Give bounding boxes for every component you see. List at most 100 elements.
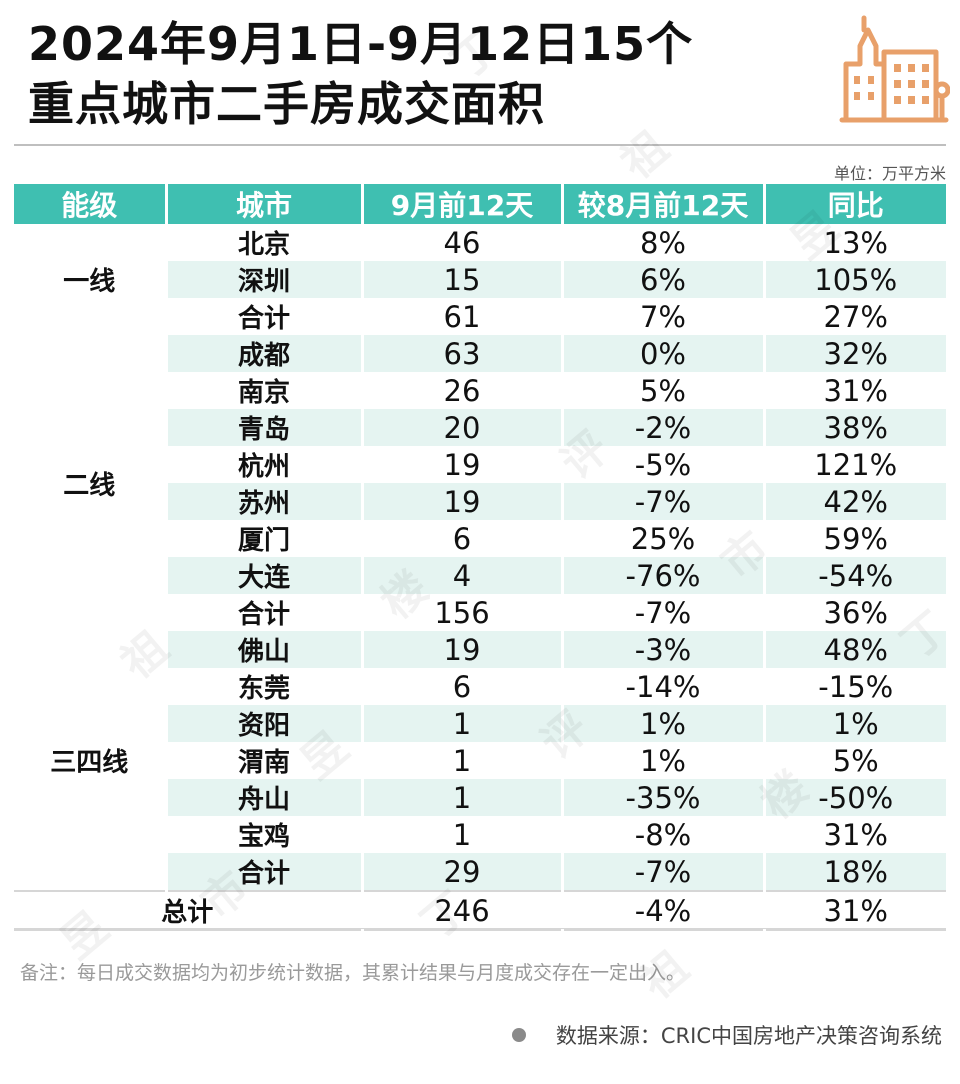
city-cell: 大连 [166, 557, 364, 594]
area-cell: 156 [362, 594, 564, 631]
city-cell: 成都 [166, 335, 364, 372]
header-mom: 较8月前12天 [562, 184, 766, 224]
yoy-cell: 42% [764, 483, 946, 520]
table-row: 青岛 20 -2% 38% [14, 409, 946, 446]
total-mom-cell: -4% [562, 890, 766, 931]
yoy-cell: 105% [764, 261, 946, 298]
area-cell: 6 [362, 668, 564, 705]
header-tier: 能级 [14, 184, 168, 224]
title-divider [14, 144, 946, 146]
table-row: 厦门 6 25% 59% [14, 520, 946, 557]
area-cell: 6 [362, 520, 564, 557]
title-line-1: 2024年9月1日-9月12日15个 [28, 17, 694, 71]
city-cell: 佛山 [166, 631, 364, 668]
city-cell: 资阳 [166, 705, 364, 742]
city-cell: 杭州 [166, 446, 364, 483]
tier-cell: 二线 [14, 335, 168, 631]
table-row: 大连 4 -76% -54% [14, 557, 946, 594]
buildings-icon [839, 15, 950, 123]
header-yoy: 同比 [764, 184, 946, 224]
mom-cell: 5% [562, 372, 766, 409]
yoy-cell: -50% [764, 779, 946, 816]
header-city: 城市 [166, 184, 364, 224]
yoy-cell: -54% [764, 557, 946, 594]
table-row: 杭州 19 -5% 121% [14, 446, 946, 483]
area-cell: 63 [362, 335, 564, 372]
tier-cell: 三四线 [14, 631, 168, 891]
area-cell: 19 [362, 446, 564, 483]
yoy-cell: 59% [823, 521, 888, 556]
area-cell: 1 [362, 742, 564, 779]
mom-cell: -5% [562, 446, 766, 483]
area-cell: 1 [362, 816, 564, 853]
city-cell: 苏州 [166, 483, 364, 520]
yoy-cell: 1% [764, 705, 946, 742]
footnote: 备注：每日成交数据均为初步统计数据，其累计结果与月度成交存在一定出入。 [20, 962, 686, 984]
city-cell: 青岛 [166, 409, 364, 446]
yoy-cell: 36% [823, 595, 888, 630]
city-cell: 合计 [166, 594, 364, 631]
header-area: 9月前12天 [362, 184, 564, 224]
footer-divider [14, 928, 946, 929]
title-line-2: 重点城市二手房成交面积 [28, 77, 545, 131]
source-line: 数据来源：CRIC中国房地产决策咨询系统 [511, 1020, 942, 1050]
mom-cell: 6% [562, 261, 766, 298]
mom-cell: -2% [562, 409, 766, 446]
area-cell: 1 [362, 705, 564, 742]
city-cell: 厦门 [166, 520, 364, 557]
mom-cell: 0% [562, 335, 766, 372]
mom-cell: -7% [562, 483, 766, 520]
city-cell: 北京 [166, 224, 364, 261]
mom-cell: 1% [562, 705, 766, 742]
city-cell: 深圳 [166, 261, 364, 298]
mom-cell: -76% [562, 557, 766, 594]
total-label: 总计 [14, 890, 364, 931]
yoy-cell: 32% [764, 335, 946, 372]
table-row: 二线 成都 63 0% 32% [14, 335, 946, 631]
yoy-cell: 31% [823, 373, 888, 408]
page-title: 2024年9月1日-9月12日15个 重点城市二手房成交面积 [28, 14, 693, 134]
table-row: 一线 北京 46 8% 13% [14, 224, 946, 335]
area-cell: 46 [362, 224, 564, 261]
yoy-cell: 38% [764, 409, 946, 446]
mom-cell: 7% [562, 298, 766, 335]
table-row: 舟山 1 -35% -50% [14, 779, 946, 816]
table-row: 渭南 1 1% 5% [14, 742, 946, 779]
table-row: 深圳 15 6% 105% [14, 261, 946, 298]
mom-cell: -7% [562, 853, 766, 891]
table-row: 合计 29 -7% 18% [14, 853, 946, 891]
area-cell: 20 [362, 409, 564, 446]
table-row: 东莞 6 -14% -15% [14, 668, 946, 705]
total-area-cell: 246 [362, 890, 564, 931]
table-row: 南京 26 5% 31% [14, 372, 946, 409]
table-row: 资阳 1 1% 1% [14, 705, 946, 742]
table-row: 三四线 佛山 19 -3% 48% [14, 631, 946, 891]
table-row: 苏州 19 -7% 42% [14, 483, 946, 520]
area-cell: 26 [362, 372, 564, 409]
city-cell: 东莞 [166, 668, 364, 705]
area-cell: 61 [362, 298, 564, 335]
yoy-cell: 27% [823, 299, 888, 334]
source-text: 数据来源：CRIC中国房地产决策咨询系统 [555, 1024, 942, 1048]
area-cell: 4 [362, 557, 564, 594]
area-cell: 19 [362, 631, 564, 668]
tier-cell: 一线 [14, 224, 168, 335]
mom-cell: 8% [562, 224, 766, 261]
area-cell: 19 [362, 483, 564, 520]
area-cell: 29 [362, 853, 564, 891]
yoy-cell: 13% [823, 225, 888, 260]
yoy-cell: 31% [823, 817, 888, 852]
mom-cell: -8% [562, 816, 766, 853]
mom-cell: 1% [562, 742, 766, 779]
city-cell: 渭南 [166, 742, 364, 779]
mom-cell: 25% [562, 520, 766, 557]
unit-label: 单位：万平方米 [833, 164, 946, 183]
yoy-cell: 5% [832, 743, 879, 778]
mom-cell: -35% [562, 779, 766, 816]
yoy-cell: -15% [818, 669, 894, 704]
area-cell: 1 [362, 779, 564, 816]
data-table: 能级 城市 9月前12天 较8月前12天 同比 一线 北京 46 8% 13% 深圳 15 6… [14, 184, 946, 931]
yoy-cell: 48% [764, 631, 946, 668]
table-row: 合计 156 -7% 36% [14, 594, 946, 631]
mom-cell: -3% [562, 631, 766, 668]
